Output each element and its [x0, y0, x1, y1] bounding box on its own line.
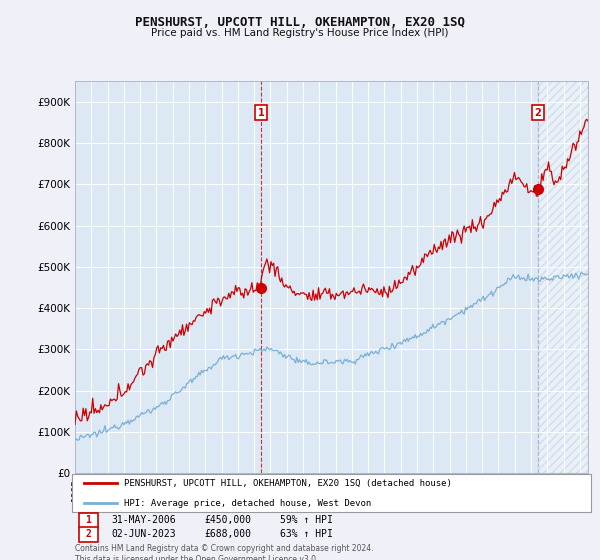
Text: 1: 1: [257, 108, 265, 118]
Text: £688,000: £688,000: [205, 529, 251, 539]
Text: 2: 2: [535, 108, 541, 118]
Text: 63% ↑ HPI: 63% ↑ HPI: [280, 529, 332, 539]
Text: 02-JUN-2023: 02-JUN-2023: [112, 529, 176, 539]
Text: 2: 2: [85, 529, 91, 539]
Text: PENSHURST, UPCOTT HILL, OKEHAMPTON, EX20 1SQ: PENSHURST, UPCOTT HILL, OKEHAMPTON, EX20…: [135, 16, 465, 29]
Text: £450,000: £450,000: [205, 515, 251, 525]
Text: HPI: Average price, detached house, West Devon: HPI: Average price, detached house, West…: [124, 499, 371, 508]
Text: 59% ↑ HPI: 59% ↑ HPI: [280, 515, 332, 525]
Text: 1: 1: [85, 515, 91, 525]
Text: Contains HM Land Registry data © Crown copyright and database right 2024.
This d: Contains HM Land Registry data © Crown c…: [75, 544, 373, 560]
Text: Price paid vs. HM Land Registry's House Price Index (HPI): Price paid vs. HM Land Registry's House …: [151, 28, 449, 38]
Text: 31-MAY-2006: 31-MAY-2006: [112, 515, 176, 525]
Text: PENSHURST, UPCOTT HILL, OKEHAMPTON, EX20 1SQ (detached house): PENSHURST, UPCOTT HILL, OKEHAMPTON, EX20…: [124, 479, 452, 488]
Bar: [538, 81, 588, 473]
